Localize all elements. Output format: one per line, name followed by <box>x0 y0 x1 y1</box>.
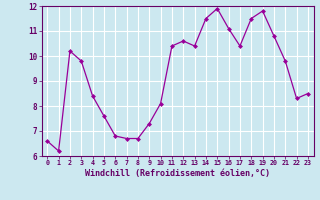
X-axis label: Windchill (Refroidissement éolien,°C): Windchill (Refroidissement éolien,°C) <box>85 169 270 178</box>
